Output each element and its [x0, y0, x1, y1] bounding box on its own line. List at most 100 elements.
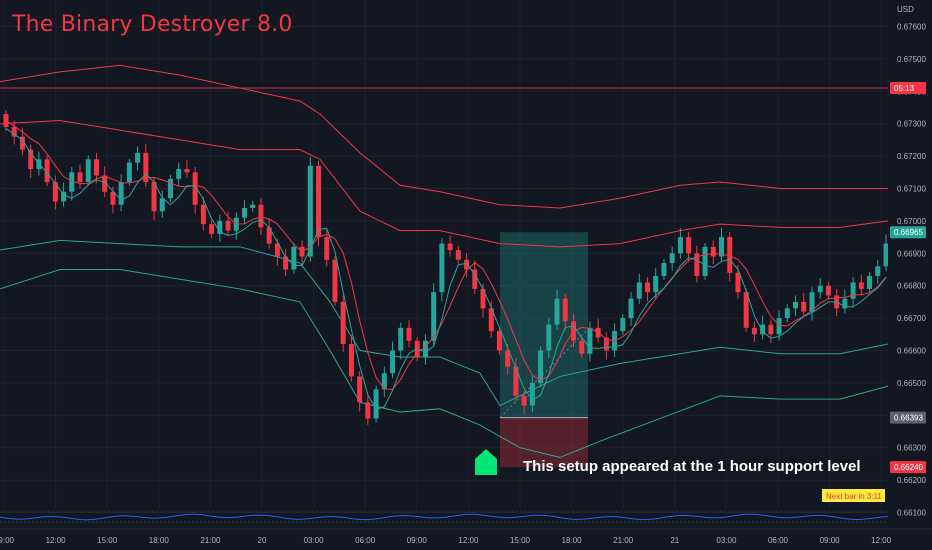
candle-body: [702, 246, 708, 276]
x-tick-label: 09:00: [0, 536, 15, 545]
y-tick-label: 0.66600: [897, 347, 926, 356]
candle-body: [69, 172, 75, 192]
y-tick-label: 0.67200: [897, 152, 926, 161]
currency-label: USD: [897, 5, 914, 14]
candle-body: [167, 178, 173, 199]
x-tick-label: 12:00: [46, 536, 67, 545]
candle-body: [488, 308, 494, 332]
candle-body: [644, 282, 650, 293]
grid-lines: [0, 0, 888, 513]
x-tick-label: 21:00: [613, 536, 634, 545]
candle-body: [677, 237, 683, 254]
candle-body: [628, 298, 634, 319]
y-tick-label: 0.66300: [897, 444, 926, 453]
price-badge: [890, 226, 926, 239]
candle-body: [776, 318, 782, 335]
chart-title: The Binary Destroyer 8.0: [12, 12, 293, 37]
candle-body: [357, 376, 363, 403]
upper-band-outer: [0, 64, 888, 209]
candle-body: [784, 308, 790, 319]
y-tick-label: 0.66800: [897, 282, 926, 291]
candle-body: [348, 344, 354, 377]
y-tick-label: 0.67100: [897, 185, 926, 194]
lower-band-outer: [0, 269, 889, 458]
candle-body: [61, 191, 67, 202]
candle-body: [307, 165, 313, 257]
candle-body: [686, 237, 692, 254]
candle-body: [538, 350, 544, 383]
candle-body: [324, 237, 330, 260]
candle-body: [159, 198, 165, 212]
price-badge-label: 05:13: [894, 84, 915, 93]
candle-body: [653, 275, 659, 293]
up-arrow-icon: [475, 449, 497, 475]
candle-body: [472, 269, 478, 289]
price-badge: [890, 411, 926, 424]
candle-body: [52, 182, 58, 202]
candle-body: [373, 389, 379, 419]
price-badge: [890, 461, 926, 474]
candle-body: [274, 243, 280, 257]
fast-average-teal: [5, 128, 887, 410]
candle-body: [513, 366, 519, 396]
candle-body: [719, 237, 725, 257]
candle-body: [858, 282, 864, 289]
candle-body: [505, 350, 511, 367]
candle-body: [620, 318, 626, 332]
x-tick-label: 21:00: [200, 536, 221, 545]
candle-body: [768, 324, 774, 335]
candle-body: [422, 340, 428, 357]
price-badge-label: 0.66240: [894, 463, 923, 472]
candle-body: [390, 350, 396, 374]
candle-body: [126, 162, 132, 183]
candle-body: [381, 373, 387, 390]
candle-body: [464, 259, 470, 270]
candle-body: [340, 301, 346, 345]
x-tick-label: 18:00: [562, 536, 583, 545]
candle-body: [694, 253, 700, 276]
candle-body: [735, 272, 741, 293]
candle-body: [496, 331, 502, 351]
candle-body: [867, 275, 873, 289]
price-badge-label: 0.66393: [894, 414, 923, 423]
candle-body: [727, 237, 733, 273]
candle-body: [431, 292, 437, 341]
candle-body: [291, 246, 297, 270]
candle-body: [19, 136, 25, 150]
candle-body: [151, 182, 157, 212]
candle-body: [603, 337, 609, 351]
candle-body: [135, 152, 141, 163]
price-badge: [890, 82, 926, 95]
candle-body: [118, 182, 124, 205]
candle-body: [77, 172, 83, 183]
x-tick-label: 12:00: [458, 536, 479, 545]
candle-body: [760, 324, 766, 335]
lower-band-inner: [0, 239, 889, 407]
candle-body: [817, 285, 823, 293]
candle-body: [661, 263, 667, 276]
candle-body: [11, 126, 17, 137]
y-tick-label: 0.66900: [897, 249, 926, 258]
candle-body: [110, 191, 116, 205]
y-tick-label: 0.67500: [897, 55, 926, 64]
candle-body: [143, 152, 149, 183]
candle-body: [283, 256, 289, 270]
candle-body: [242, 207, 248, 218]
candle-body: [562, 298, 568, 322]
candle-body: [176, 169, 182, 179]
candle-body: [883, 243, 889, 267]
y-tick-label: 0.67300: [897, 120, 926, 129]
y-tick-label: 0.66500: [897, 379, 926, 388]
candle-body: [398, 327, 404, 351]
candle-body: [439, 243, 445, 293]
candle-body: [636, 282, 642, 299]
x-tick-label: 20: [258, 536, 267, 545]
candle-body: [447, 243, 453, 251]
candle-body: [332, 259, 338, 302]
candle-body: [217, 220, 223, 234]
candle-body: [316, 165, 322, 238]
candle-body: [875, 266, 881, 276]
candle-body: [743, 292, 749, 328]
